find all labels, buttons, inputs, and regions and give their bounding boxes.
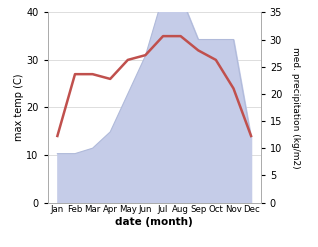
X-axis label: date (month): date (month) [115,217,193,227]
Y-axis label: max temp (C): max temp (C) [14,74,24,141]
Y-axis label: med. precipitation (kg/m2): med. precipitation (kg/m2) [291,47,300,168]
